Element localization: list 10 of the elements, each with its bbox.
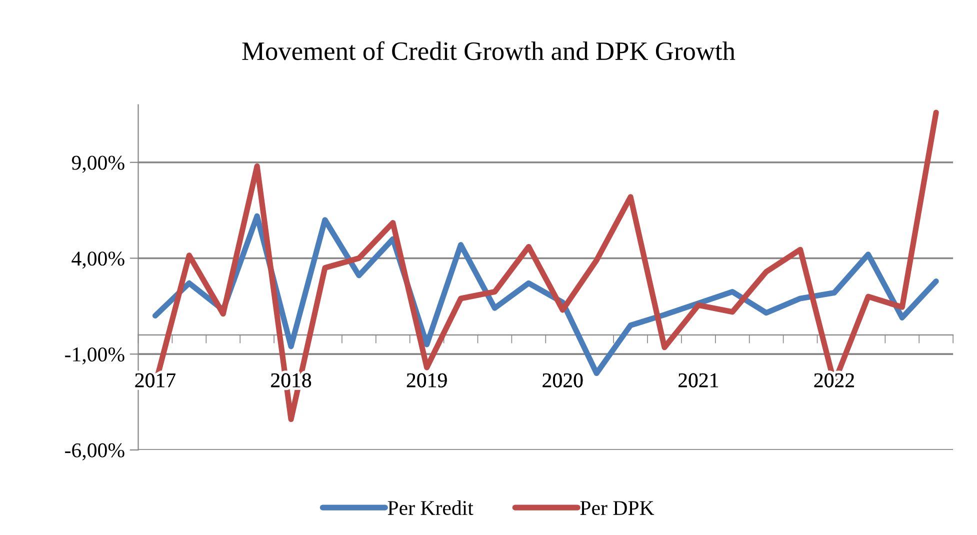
y-tick-label: 4,00% [72,252,124,269]
x-tick-label: 2019 [406,373,447,388]
legend-label: Per DPK [580,501,654,516]
legend-label: Per Kredit [388,500,474,516]
x-tick-label: 2021 [678,373,718,388]
y-tick-label: 9,00% [72,156,124,173]
chart-title: Movement of Credit Growth and DPK Growth [242,41,736,60]
y-tick-label: -6,00% [65,443,124,460]
x-tick-label: 2020 [542,373,583,388]
y-tick-label: -1,00% [65,347,124,365]
